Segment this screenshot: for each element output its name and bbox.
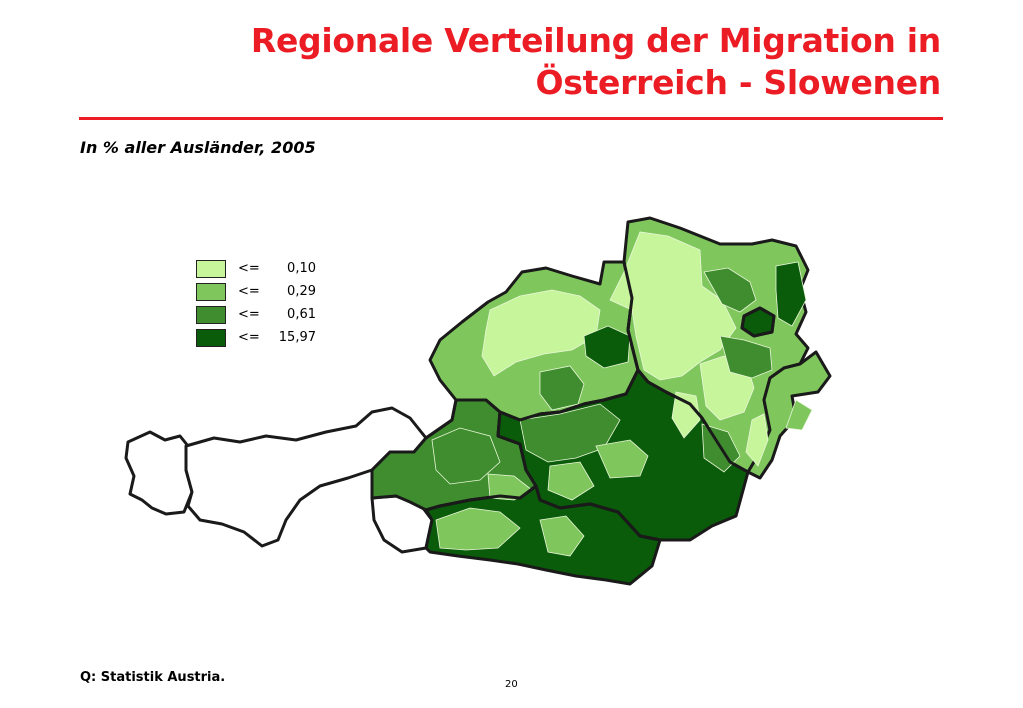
district-patch	[671, 391, 701, 439]
district-patch	[547, 461, 595, 501]
legend-row: <= 15,97	[196, 326, 316, 349]
district-patch	[435, 507, 521, 551]
legend-operator: <=	[238, 307, 260, 322]
district-patch	[431, 427, 501, 485]
region-vorarlberg	[124, 430, 194, 516]
district-patch	[539, 515, 585, 557]
legend-swatch	[196, 259, 226, 278]
legend-swatch	[196, 328, 226, 347]
district-patch	[703, 267, 757, 313]
legend-swatch	[196, 305, 226, 324]
legend-value: 15,97	[278, 330, 316, 345]
district-patch	[595, 439, 649, 479]
slide-title: Regionale Verteilung der Migration in Ös…	[121, 20, 941, 104]
page-number: 20	[505, 679, 518, 690]
legend-row: <= 0,29	[196, 280, 316, 303]
district-patch	[785, 399, 813, 431]
map-legend: <= 0,10 <= 0,29 <= 0,61 <= 15,97	[196, 257, 316, 349]
legend-row: <= 0,10	[196, 257, 316, 280]
legend-value: 0,10	[287, 261, 316, 276]
legend-operator: <=	[238, 261, 260, 276]
title-line-2: Österreich - Slowenen	[535, 63, 941, 102]
district-patch	[745, 413, 769, 467]
legend-operator: <=	[238, 284, 260, 299]
map-subtitle: In % aller Ausländer, 2005	[80, 138, 316, 157]
district-patch	[539, 365, 585, 411]
district-patch	[719, 335, 773, 379]
title-line-1: Regionale Verteilung der Migration in	[250, 21, 941, 60]
state-borders	[425, 261, 776, 542]
district-patch	[481, 289, 601, 377]
region-burgenland	[746, 350, 832, 480]
source-note: Q: Statistik Austria.	[80, 670, 226, 685]
legend-swatch	[196, 282, 226, 301]
legend-value: 0,29	[287, 284, 316, 299]
title-divider	[79, 117, 943, 120]
district-patch	[583, 325, 631, 369]
legend-value: 0,61	[287, 307, 316, 322]
legend-row: <= 0,61	[196, 303, 316, 326]
district-patch	[775, 261, 807, 327]
legend-operator: <=	[238, 330, 260, 345]
district-patches	[431, 231, 813, 557]
